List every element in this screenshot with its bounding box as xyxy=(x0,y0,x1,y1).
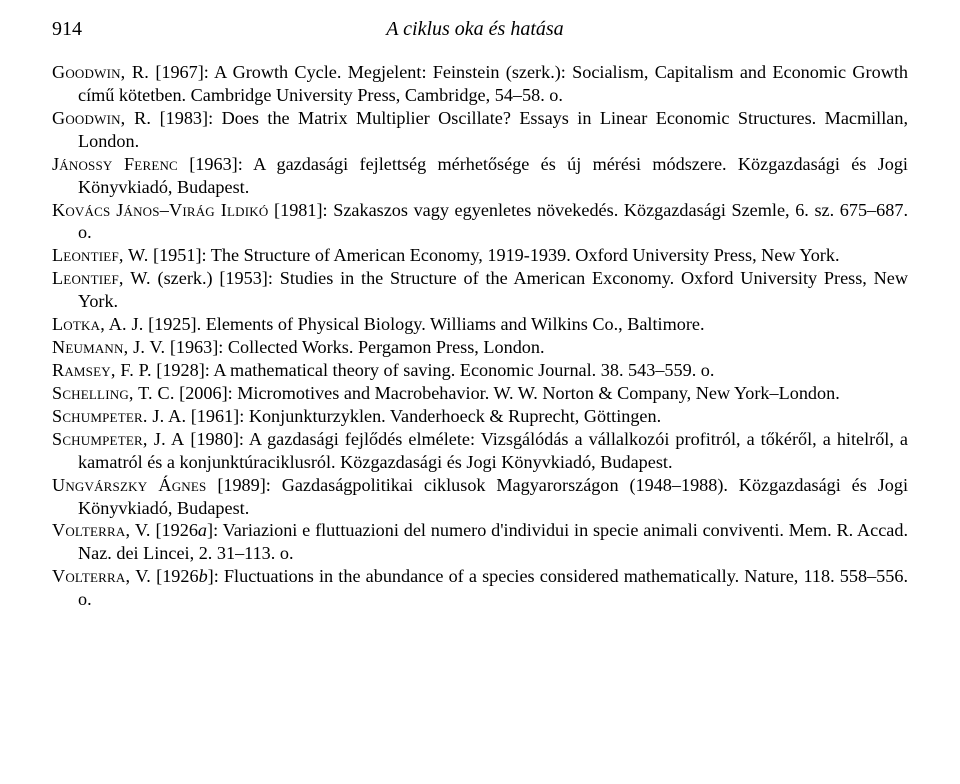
reference-author: Goodwin, R. xyxy=(52,62,149,82)
reference-body: [1967]: A Growth Cycle. Megjelent: Feins… xyxy=(78,62,908,105)
reference-item: Schumpeter, J. A [1980]: A gazdasági fej… xyxy=(52,428,908,474)
reference-body: [1926 xyxy=(151,566,199,586)
reference-item: Goodwin, R. [1983]: Does the Matrix Mult… xyxy=(52,107,908,153)
reference-year-suffix: b xyxy=(199,566,208,586)
reference-item: Goodwin, R. [1967]: A Growth Cycle. Megj… xyxy=(52,61,908,107)
reference-item: Volterra, V. [1926a]: Variazioni e flutt… xyxy=(52,519,908,565)
reference-year-suffix: a xyxy=(198,520,207,540)
reference-body: [1963]: Collected Works. Pergamon Press,… xyxy=(165,337,544,357)
reference-author: Volterra, V. xyxy=(52,520,151,540)
reference-item: Kovács János–Virág Ildikó [1981]: Szakas… xyxy=(52,199,908,245)
page-header: 914 A ciklus oka és hatása xyxy=(52,18,908,41)
reference-item: Leontief, W. [1951]: The Structure of Am… xyxy=(52,244,908,267)
reference-author: Schumpeter. J. A. xyxy=(52,406,186,426)
reference-body: [2006]: Micromotives and Macrobehavior. … xyxy=(175,383,840,403)
page-number: 914 xyxy=(52,18,82,41)
reference-item: Leontief, W. (szerk.) [1953]: Studies in… xyxy=(52,267,908,313)
reference-author: Neumann, J. V. xyxy=(52,337,165,357)
reference-author: Schelling, T. C. xyxy=(52,383,175,403)
reference-item: Neumann, J. V. [1963]: Collected Works. … xyxy=(52,336,908,359)
reference-author: Schumpeter, J. A xyxy=(52,429,184,449)
reference-author: Goodwin, R. xyxy=(52,108,151,128)
reference-body: [1951]: The Structure of American Econom… xyxy=(148,245,839,265)
reference-author: Volterra, V. xyxy=(52,566,151,586)
reference-item: Volterra, V. [1926b]: Fluctuations in th… xyxy=(52,565,908,611)
reference-author: Kovács János–Virág Ildikó xyxy=(52,200,268,220)
reference-item: Schelling, T. C. [2006]: Micromotives an… xyxy=(52,382,908,405)
reference-body: [1928]: A mathematical theory of saving.… xyxy=(152,360,715,380)
reference-author: Jánossy Ferenc xyxy=(52,154,178,174)
reference-item: Schumpeter. J. A. [1961]: Konjunkturzykl… xyxy=(52,405,908,428)
reference-author: Ungvárszky Ágnes xyxy=(52,475,206,495)
reference-item: Ungvárszky Ágnes [1989]: Gazdaságpolitik… xyxy=(52,474,908,520)
page: 914 A ciklus oka és hatása Goodwin, R. [… xyxy=(0,0,960,784)
reference-author: Lotka, A. J. xyxy=(52,314,144,334)
reference-body: [1983]: Does the Matrix Multiplier Oscil… xyxy=(78,108,908,151)
reference-body: [1961]: Konjunkturzyklen. Vanderhoeck & … xyxy=(186,406,661,426)
reference-item: Jánossy Ferenc [1963]: A gazdasági fejle… xyxy=(52,153,908,199)
reference-body: [1963]: A gazdasági fejlettség mérhetősé… xyxy=(78,154,908,197)
page-title: A ciklus oka és hatása xyxy=(82,18,868,41)
reference-author: Leontief, W. xyxy=(52,245,148,265)
reference-author: Ramsey, F. P. xyxy=(52,360,152,380)
reference-body: [1980]: A gazdasági fejlődés elmélete: V… xyxy=(78,429,908,472)
reference-body: (szerk.) [1953]: Studies in the Structur… xyxy=(78,268,908,311)
reference-item: Lotka, A. J. [1925]. Elements of Physica… xyxy=(52,313,908,336)
reference-author: Leontief, W. xyxy=(52,268,151,288)
reference-body: [1925]. Elements of Physical Biology. Wi… xyxy=(144,314,705,334)
reference-body: [1926 xyxy=(151,520,198,540)
reference-item: Ramsey, F. P. [1928]: A mathematical the… xyxy=(52,359,908,382)
